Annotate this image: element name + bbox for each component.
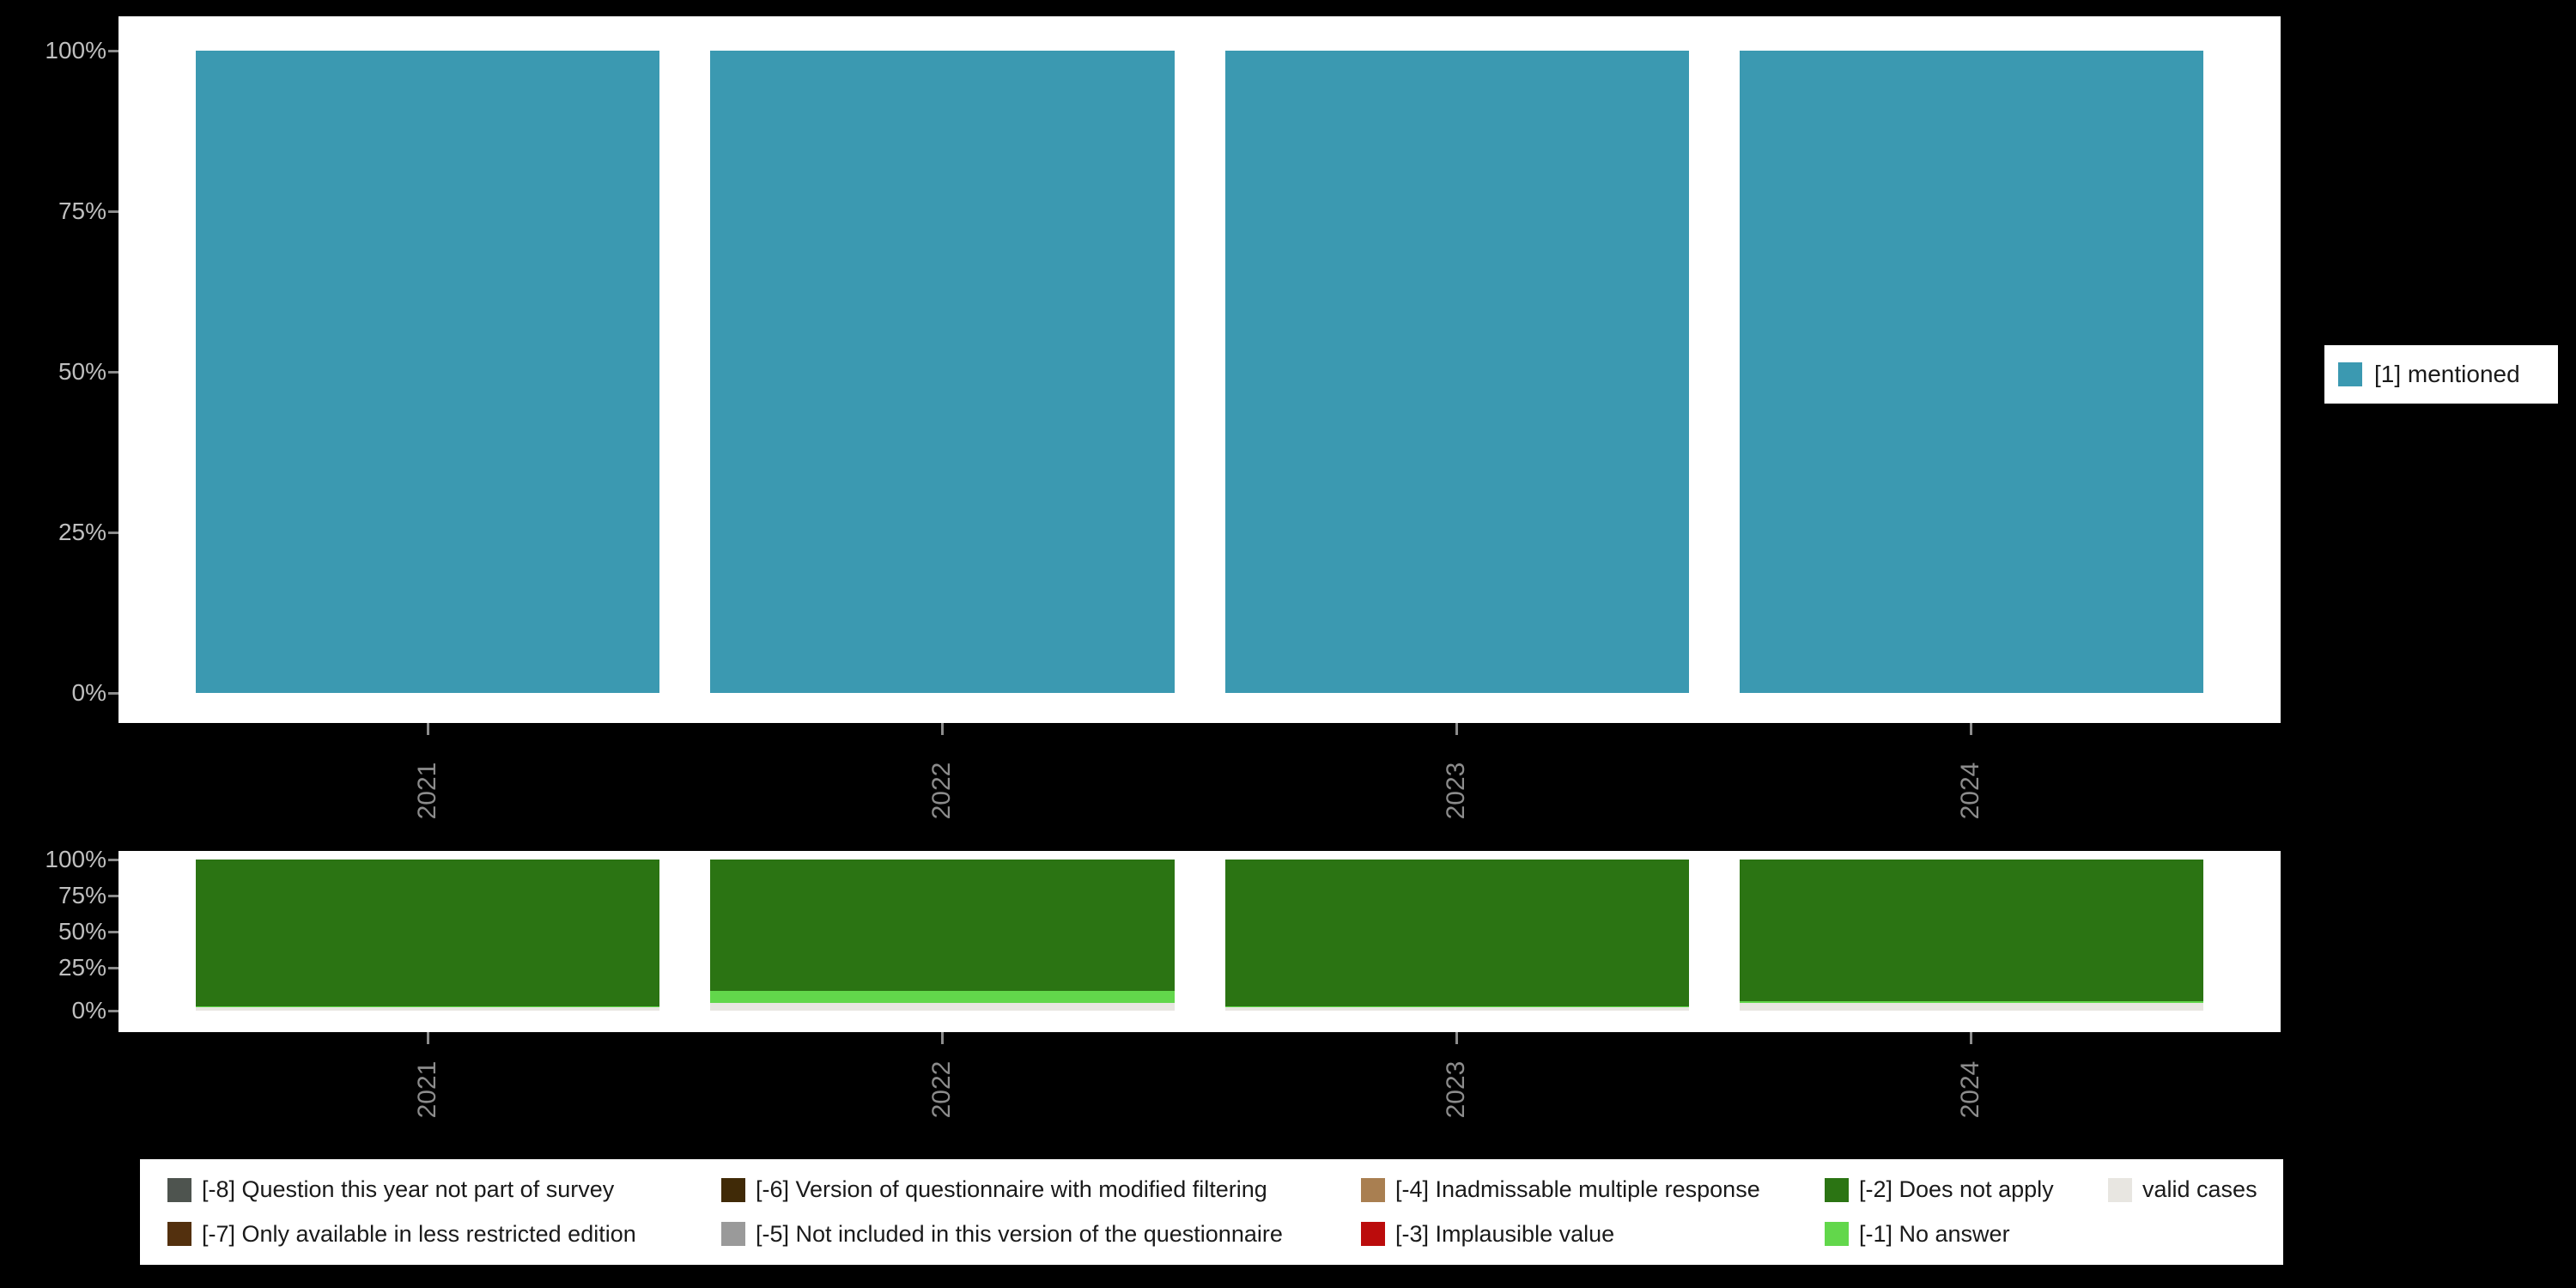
y-tick [108, 859, 118, 861]
y-axis-label: 100% [45, 37, 106, 64]
legend-swatch-valid-cases [2108, 1177, 2132, 1202]
segment-1-mentioned [196, 51, 660, 693]
segment-2-does-not-apply [710, 860, 1175, 992]
top-chart-bars [118, 51, 2281, 693]
legend-bottom: [-8] Question this year not part of surv… [140, 1159, 2283, 1265]
x-tick [427, 723, 429, 735]
y-axis-label: 50% [58, 918, 106, 945]
bar-2022 [710, 860, 1175, 1011]
bar-2021 [196, 51, 660, 693]
legend-label: [-7] Only available in less restricted e… [202, 1220, 636, 1247]
y-tick [108, 895, 118, 897]
legend-item-valid-cases: valid cases [2108, 1176, 2275, 1203]
legend-label: [-8] Question this year not part of surv… [202, 1176, 615, 1203]
bar-2023 [1224, 860, 1689, 1011]
x-axis-label-year: 2024 [1956, 1060, 1984, 1119]
y-tick [108, 532, 118, 534]
segment-1-mentioned [710, 51, 1175, 693]
legend-label: [-6] Version of questionnaire with modif… [756, 1176, 1267, 1203]
segment-2-does-not-apply [196, 860, 660, 1006]
legend-item-5-not-included-in-this-version-of-the-questionnaire: [-5] Not included in this version of the… [721, 1221, 1361, 1248]
legend-item-3-implausible-value: [-3] Implausible value [1361, 1221, 1825, 1248]
y-tick [108, 50, 118, 52]
legend-item-1-no-answer: [-1] No answer [1825, 1221, 2108, 1248]
y-axis-label: 25% [58, 954, 106, 981]
bar-2021 [196, 860, 660, 1011]
legend-swatch-3-implausible-value [1361, 1222, 1385, 1247]
legend-label: [-2] Does not apply [1859, 1176, 2054, 1203]
x-axis-label-year: 2021 [413, 1060, 441, 1119]
x-axis-label-year: 2022 [927, 1060, 956, 1119]
x-tick [941, 1032, 944, 1044]
legend-swatch-4-inadmissable-multiple-response [1361, 1177, 1385, 1202]
legend-swatch-5-not-included-in-this-version-of-the-questionnaire [721, 1222, 745, 1247]
x-tick [1455, 723, 1458, 735]
y-tick [108, 931, 118, 933]
legend-swatch-7-only-available-in-less-restricted-edition [167, 1222, 191, 1247]
y-tick [108, 1010, 118, 1012]
bar-2023 [1224, 51, 1689, 693]
legend-item-7-only-available-in-less-restricted-edition: [-7] Only available in less restricted e… [167, 1221, 721, 1248]
x-axis-label-year: 2023 [1442, 1060, 1470, 1119]
y-axis-label: 100% [45, 846, 106, 872]
segment-valid-cases [196, 1007, 660, 1011]
segment-2-does-not-apply [1739, 860, 2203, 1002]
top-chart-panel [118, 16, 2281, 723]
segment-1-no-answer [1739, 1001, 2203, 1004]
y-tick [108, 210, 118, 213]
bottom-chart-panel [118, 851, 2281, 1032]
legend-label: [-1] No answer [1859, 1220, 2010, 1247]
x-tick [427, 1032, 429, 1044]
x-axis-label-year: 2021 [413, 762, 441, 820]
legend-swatch-2-does-not-apply [1825, 1177, 1849, 1202]
legend-item-4-inadmissable-multiple-response: [-4] Inadmissable multiple response [1361, 1176, 1825, 1203]
bar-2024 [1739, 51, 2203, 693]
y-tick [108, 692, 118, 695]
x-tick [941, 723, 944, 735]
legend-swatch-6-version-of-questionnaire-with-modified-filtering [721, 1177, 745, 1202]
legend-item-2-does-not-apply: [-2] Does not apply [1825, 1176, 2108, 1203]
segment-2-does-not-apply [1224, 860, 1689, 1006]
segment-valid-cases [1739, 1003, 2203, 1011]
bottom-chart-bars [118, 860, 2281, 1011]
y-tick [108, 967, 118, 969]
legend-swatch-mentioned [2338, 362, 2362, 386]
legend-label: [-3] Implausible value [1395, 1220, 1615, 1247]
segment-valid-cases [710, 1003, 1175, 1011]
legend-label: [-5] Not included in this version of the… [756, 1220, 1283, 1247]
bar-2022 [710, 51, 1175, 693]
segment-1-no-answer [1224, 1005, 1689, 1008]
x-axis-label-year: 2024 [1956, 762, 1984, 820]
segment-1-mentioned [1224, 51, 1689, 693]
segment-1-no-answer [196, 1005, 660, 1008]
legend-swatch-8-question-this-year-not-part-of-survey [167, 1177, 191, 1202]
segment-1-no-answer [710, 991, 1175, 1004]
legend-label: valid cases [2142, 1176, 2257, 1203]
y-axis-label: 50% [58, 358, 106, 385]
y-axis-label: 75% [58, 197, 106, 224]
legend-label-mentioned: [1] mentioned [2374, 361, 2520, 387]
legend-right: [1] mentioned [2324, 345, 2558, 404]
y-tick [108, 371, 118, 374]
y-axis-label: 0% [71, 997, 106, 1024]
x-tick [1970, 723, 1972, 735]
y-axis-label: 25% [58, 519, 106, 545]
bar-2024 [1739, 860, 2203, 1011]
y-axis-label: 75% [58, 882, 106, 908]
legend-item-8-question-this-year-not-part-of-survey: [-8] Question this year not part of surv… [167, 1176, 721, 1203]
legend-label: [-4] Inadmissable multiple response [1395, 1176, 1760, 1203]
y-axis-label: 0% [71, 679, 106, 706]
legend-swatch-1-no-answer [1825, 1222, 1849, 1247]
segment-valid-cases [1224, 1007, 1689, 1011]
x-tick [1970, 1032, 1972, 1044]
x-axis-label-year: 2022 [927, 762, 956, 820]
segment-1-mentioned [1739, 51, 2203, 693]
x-axis-label-year: 2023 [1442, 762, 1470, 820]
legend-item-6-version-of-questionnaire-with-modified-filtering: [-6] Version of questionnaire with modif… [721, 1176, 1361, 1203]
x-tick [1455, 1032, 1458, 1044]
